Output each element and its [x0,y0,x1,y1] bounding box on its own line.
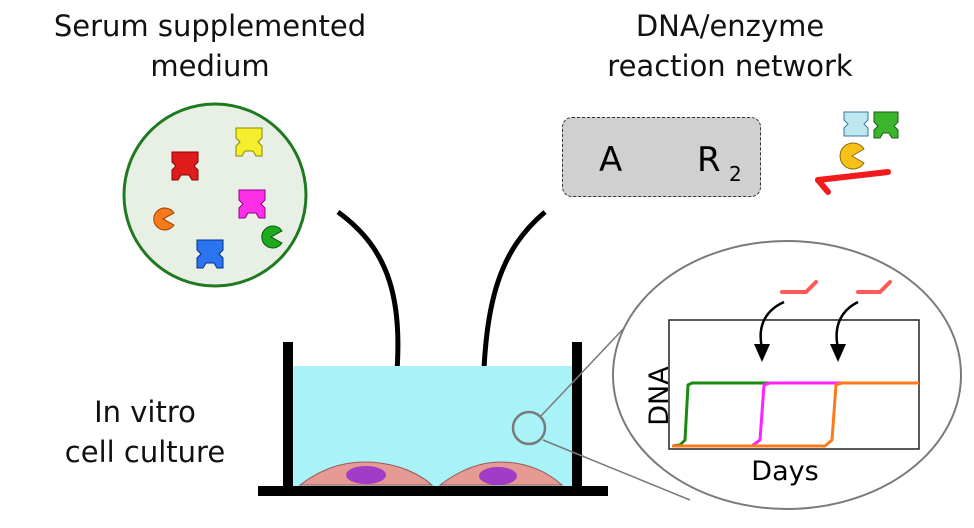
node-r-label: R [697,140,721,180]
enzyme-magenta-icon [238,189,266,219]
serum-label-line1: Serum supplemented [53,9,367,43]
nucleus-right [479,467,517,485]
addition-arrow-1-head [754,344,770,362]
nucleus-left [346,466,386,484]
plot-x-axis-label: Days [751,456,819,487]
network-diagram-box: A R 2 [562,117,761,197]
network-to-culture-arrow [480,210,547,396]
magnifier-circle [511,410,547,446]
addition-arrow-1 [759,300,785,349]
dna-network-label: DNA/enzyme reaction network [540,6,920,86]
enzyme-red-icon [171,151,199,181]
culture-dish [258,289,691,501]
enzyme-yellow-icon [235,127,263,157]
pacman-yellow-icon [839,142,865,170]
addition-arrow-2-head [830,344,846,362]
culture-label-line2: cell culture [64,435,226,469]
dna-strand-red-icon [815,169,891,183]
network-enzymes-legend [815,111,899,195]
trace-orange [672,381,919,448]
addition-arrow-2 [835,300,859,349]
culture-label-line1: In vitro [94,395,196,429]
serum-to-culture-arrow [336,209,401,396]
culture-label: In vitro cell culture [40,392,250,472]
pacman-green-icon [261,225,283,249]
dna-strand-hook-icon [815,177,831,195]
node-a-label: A [599,140,623,180]
pacman-orange-icon [153,207,175,231]
node-r-subscript: 2 [729,162,742,186]
enzyme-lightblue-icon [843,111,869,137]
primer-addition-1-icon [780,280,818,294]
network-label-line2: reaction network [607,49,853,83]
primer-addition-2-icon [856,280,892,294]
zoom-line-bottom [542,439,691,501]
serum-medium-label: Serum supplemented medium [20,6,400,86]
serum-medium-circle [122,102,308,288]
enzyme-blue-icon [196,239,224,269]
enzyme-green-icon [873,111,899,139]
serum-label-line2: medium [150,49,270,83]
network-label-line1: DNA/enzyme [635,9,825,43]
plot-y-axis-label: DNA [644,366,675,426]
